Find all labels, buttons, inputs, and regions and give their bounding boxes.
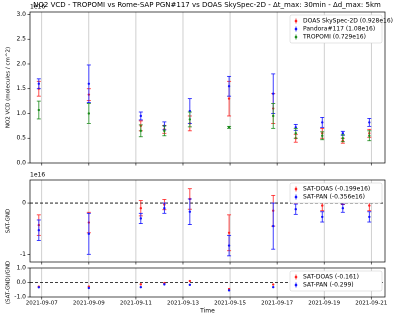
y-offset-label: 1e16 — [30, 172, 45, 179]
y-tick-label: 0.0 — [16, 279, 26, 286]
data-point — [37, 108, 41, 112]
data-point — [272, 114, 275, 118]
y-tick-label: 0 — [22, 200, 26, 207]
data-point — [227, 97, 231, 100]
data-point — [37, 229, 41, 232]
data-point — [227, 289, 231, 292]
data-point — [163, 129, 166, 133]
y-axis-label: (SAT-GND)/GND — [6, 261, 12, 304]
plot-frame — [29, 267, 386, 298]
y-offset-label: 1e16 — [30, 4, 45, 11]
x-tick-label: 2021-09-15 — [214, 301, 246, 307]
x-tick-label: 2021-09-19 — [308, 301, 340, 307]
legend-marker — [294, 195, 298, 199]
legend-box — [289, 270, 383, 292]
data-point — [139, 206, 143, 210]
plot-frame — [29, 179, 386, 263]
y-axis-label: NO2 VCD (molecules / cm^2) — [6, 47, 12, 128]
data-point — [341, 137, 345, 140]
legend-marker — [294, 187, 298, 191]
y-tick-label: 3.0 — [16, 11, 26, 18]
legend-marker — [294, 275, 298, 279]
data-point — [321, 121, 324, 124]
data-point — [188, 283, 192, 287]
x-tick-label: 2021-09-09 — [73, 301, 105, 307]
legend-label: Pandora#117 (1.08e16) — [303, 26, 375, 33]
data-point — [227, 85, 231, 88]
data-point — [163, 206, 166, 210]
data-point — [341, 132, 345, 135]
data-point — [341, 206, 345, 210]
data-point — [139, 129, 143, 133]
data-point — [294, 132, 297, 135]
data-point — [37, 82, 41, 85]
legend-label: DOAS SkySpec-2D (0.928e16) — [303, 18, 393, 25]
x-tick-label: 2021-09-07 — [26, 301, 58, 307]
data-point — [163, 283, 166, 286]
y-tick-label: 2.0 — [16, 60, 26, 67]
data-point — [227, 126, 231, 129]
data-point — [139, 114, 143, 118]
data-point — [272, 285, 275, 289]
data-point — [368, 215, 371, 219]
y-tick-label: -1.0 — [14, 294, 26, 301]
x-axis-label: Time — [199, 308, 215, 315]
legend-marker — [294, 283, 298, 287]
data-point — [272, 224, 275, 228]
data-point — [368, 204, 371, 207]
legend-label: SAT-PAN (-0.299) — [303, 282, 354, 289]
data-point — [87, 286, 91, 290]
legend-label: SAT-PAN (-0.356e16) — [303, 194, 365, 201]
data-point — [139, 217, 143, 220]
legend-marker — [294, 19, 298, 23]
y-tick-label: 1.5 — [16, 85, 26, 92]
y-tick-label: 2.5 — [16, 36, 26, 43]
data-point — [272, 283, 275, 286]
y-tick-label: 0.0 — [16, 160, 26, 167]
data-point — [87, 232, 91, 236]
data-point — [139, 283, 143, 286]
y-tick-label: 1.0 — [16, 110, 26, 117]
data-point — [272, 92, 275, 95]
legend-label: SAT-DOAS (-0.199e16) — [303, 186, 370, 193]
chart-title: NO2 VCD - TROPOMI vs Rome-SAP PGN#117 vs… — [33, 1, 381, 9]
x-tick-label: 2021-09-11 — [120, 301, 152, 307]
data-point — [368, 134, 371, 137]
x-tick-label: 2021-09-17 — [261, 301, 293, 307]
x-tick-label: 2021-09-13 — [167, 301, 199, 307]
data-point — [321, 215, 324, 219]
data-point — [87, 82, 91, 85]
y-tick-label: 1.0 — [16, 265, 26, 272]
data-point — [188, 118, 192, 121]
data-point — [321, 134, 324, 137]
legend-marker — [294, 35, 298, 39]
data-point — [321, 204, 324, 207]
data-point — [37, 286, 41, 289]
legend-label: SAT-DOAS (-0.161) — [303, 274, 359, 281]
legend-label: TROPOMI (0.729e16) — [302, 34, 366, 41]
legend-marker — [294, 27, 298, 31]
data-point — [188, 279, 192, 283]
legend-box — [289, 14, 383, 44]
y-axis-label: SAT-GND — [6, 209, 12, 234]
data-point — [139, 285, 143, 289]
data-point — [87, 112, 91, 115]
x-tick-label: 2021-09-21 — [355, 301, 387, 307]
y-tick-label: 0.5 — [16, 135, 26, 142]
plot-frame — [29, 11, 386, 164]
y-tick-label: -1 — [20, 251, 26, 258]
data-point — [368, 121, 371, 124]
data-point — [294, 208, 297, 211]
legend-box — [289, 182, 383, 204]
data-point — [227, 231, 231, 234]
data-point — [188, 210, 192, 213]
data-point — [227, 244, 231, 247]
